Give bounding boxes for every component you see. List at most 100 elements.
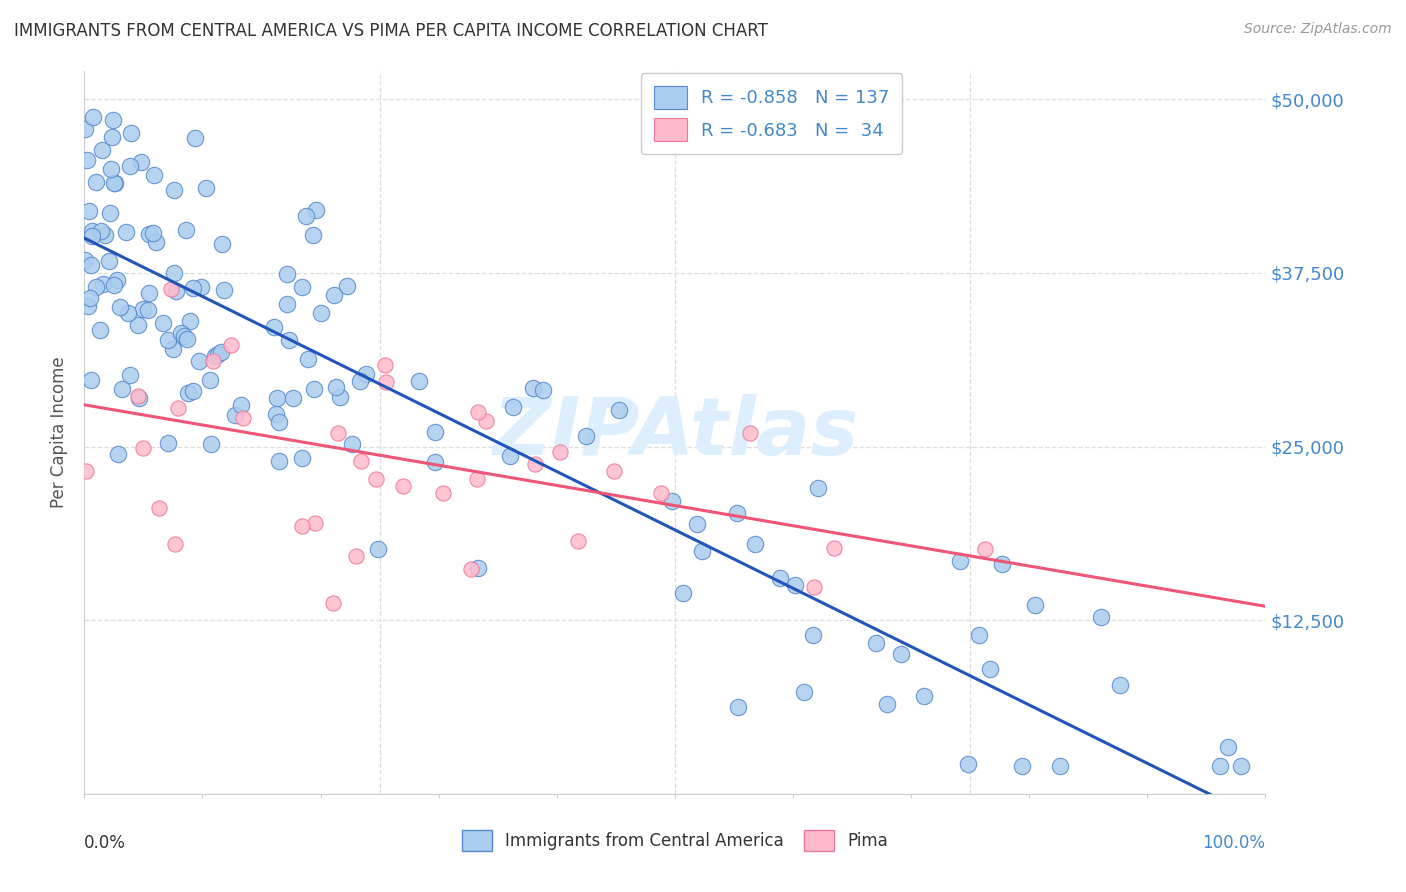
Point bbox=[198, 373, 221, 387]
Point bbox=[1049, 759, 1071, 773]
Point bbox=[107, 447, 129, 461]
Point bbox=[212, 283, 235, 297]
Point bbox=[264, 407, 287, 421]
Point bbox=[349, 374, 371, 388]
Point bbox=[80, 373, 103, 387]
Point bbox=[118, 368, 141, 382]
Point bbox=[142, 226, 165, 240]
Point bbox=[166, 401, 188, 416]
Point bbox=[138, 286, 160, 301]
Point bbox=[460, 562, 482, 576]
Point bbox=[425, 425, 447, 439]
Point bbox=[103, 176, 125, 190]
Point bbox=[200, 437, 222, 451]
Point bbox=[105, 273, 128, 287]
Point bbox=[807, 481, 830, 495]
Point bbox=[725, 507, 748, 521]
Point bbox=[432, 486, 454, 500]
Point bbox=[224, 408, 246, 422]
Point bbox=[801, 628, 824, 642]
Point bbox=[607, 402, 630, 417]
Point bbox=[266, 391, 288, 405]
Point bbox=[956, 757, 979, 772]
Point bbox=[165, 285, 187, 299]
Point bbox=[163, 266, 186, 280]
Point bbox=[522, 381, 544, 395]
Point bbox=[392, 479, 415, 493]
Point bbox=[162, 343, 184, 357]
Point bbox=[467, 404, 489, 418]
Point bbox=[174, 223, 197, 237]
Point bbox=[104, 176, 127, 190]
Point bbox=[354, 367, 377, 381]
Point bbox=[374, 376, 396, 390]
Point bbox=[823, 541, 845, 556]
Point bbox=[108, 300, 131, 314]
Point bbox=[84, 175, 107, 189]
Point bbox=[291, 450, 314, 465]
Point bbox=[769, 571, 792, 585]
Point bbox=[1090, 610, 1112, 624]
Point bbox=[229, 398, 252, 412]
Point bbox=[661, 494, 683, 508]
Point bbox=[207, 346, 229, 360]
Point bbox=[744, 537, 766, 551]
Point bbox=[132, 301, 155, 316]
Point bbox=[131, 155, 153, 169]
Point bbox=[803, 580, 825, 594]
Point bbox=[329, 390, 352, 404]
Point bbox=[187, 354, 209, 368]
Point bbox=[156, 436, 179, 450]
Point bbox=[152, 316, 174, 330]
Point bbox=[267, 415, 290, 429]
Point bbox=[73, 121, 96, 136]
Point bbox=[1209, 759, 1232, 773]
Point bbox=[1109, 678, 1132, 692]
Point bbox=[117, 306, 139, 320]
Point bbox=[912, 689, 935, 703]
Point bbox=[138, 227, 160, 242]
Point bbox=[567, 534, 589, 549]
Point bbox=[77, 203, 100, 218]
Point bbox=[145, 235, 167, 249]
Legend: Immigrants from Central America, Pima: Immigrants from Central America, Pima bbox=[456, 823, 894, 858]
Point bbox=[190, 279, 212, 293]
Point bbox=[211, 237, 233, 252]
Point bbox=[75, 464, 97, 478]
Point bbox=[267, 454, 290, 468]
Point bbox=[91, 143, 114, 157]
Point bbox=[159, 282, 181, 296]
Point bbox=[502, 400, 524, 414]
Point bbox=[367, 542, 389, 557]
Point bbox=[79, 291, 101, 305]
Point bbox=[973, 542, 995, 557]
Point bbox=[120, 126, 142, 140]
Text: 0.0%: 0.0% bbox=[84, 834, 127, 852]
Point bbox=[209, 344, 232, 359]
Point bbox=[232, 411, 254, 425]
Point bbox=[322, 288, 344, 302]
Point bbox=[176, 332, 198, 346]
Point bbox=[309, 305, 332, 319]
Point bbox=[467, 560, 489, 574]
Point bbox=[94, 228, 117, 243]
Point bbox=[195, 181, 218, 195]
Point bbox=[967, 628, 990, 642]
Point bbox=[374, 358, 396, 372]
Text: 100.0%: 100.0% bbox=[1202, 834, 1265, 852]
Point bbox=[163, 537, 186, 551]
Point bbox=[91, 277, 114, 291]
Point bbox=[793, 684, 815, 698]
Point bbox=[876, 697, 898, 711]
Point bbox=[103, 278, 125, 293]
Point bbox=[291, 280, 314, 294]
Point bbox=[80, 228, 103, 243]
Point bbox=[128, 391, 150, 405]
Y-axis label: Per Capita Income: Per Capita Income bbox=[51, 357, 69, 508]
Point bbox=[465, 472, 488, 486]
Point bbox=[475, 414, 498, 428]
Point bbox=[1024, 598, 1046, 612]
Point bbox=[77, 300, 100, 314]
Point bbox=[326, 426, 349, 441]
Point bbox=[325, 380, 347, 394]
